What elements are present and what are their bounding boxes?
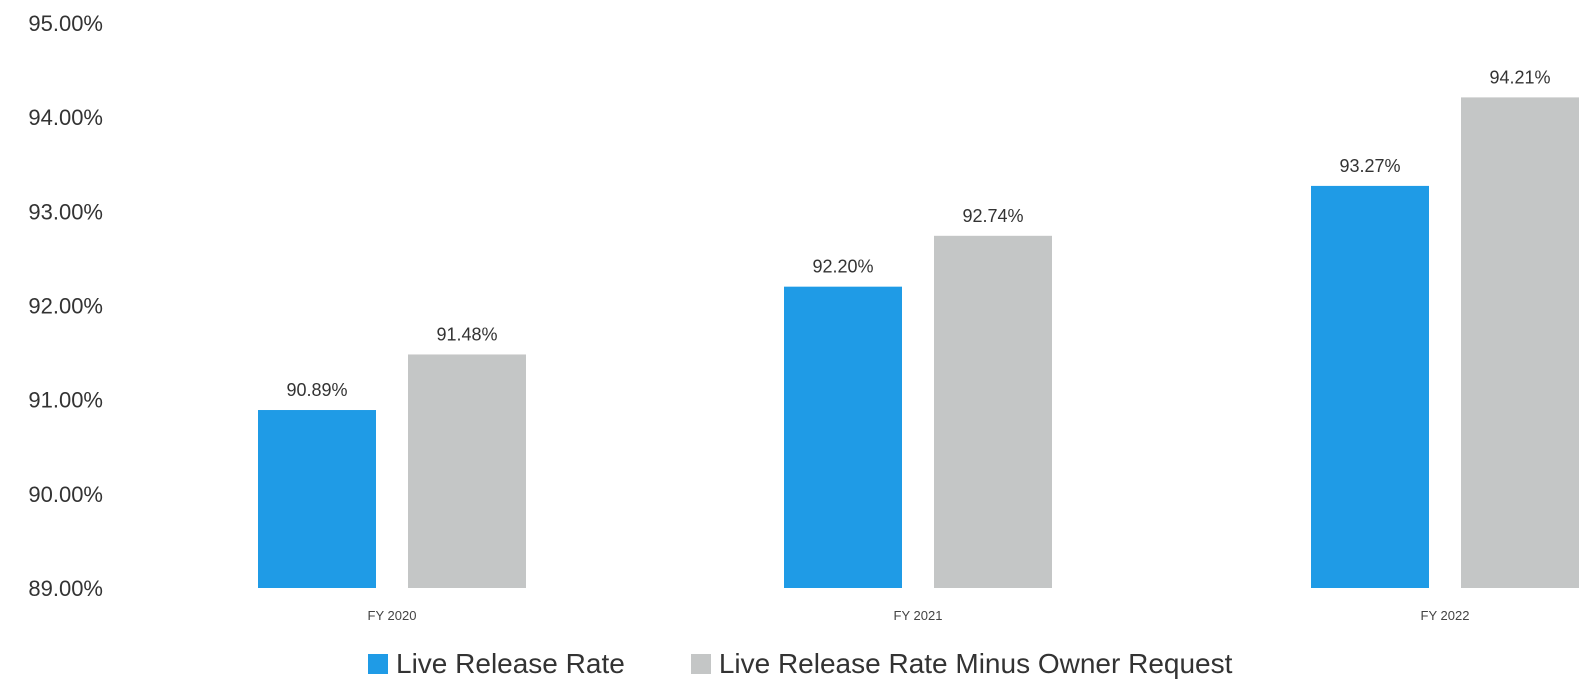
data-label: 92.20% — [812, 257, 873, 277]
legend-item-minus-owner-request: Live Release Rate Minus Owner Request — [690, 648, 1233, 680]
y-tick-label: 89.00% — [28, 576, 103, 601]
data-label: 94.21% — [1489, 67, 1550, 87]
y-tick-label: 95.00% — [28, 11, 103, 36]
data-labels-group: 90.89% 91.48% 92.20% 92.74% 93.27% 94.21% — [286, 67, 1550, 400]
bar — [408, 354, 526, 588]
y-tick-label: 91.00% — [28, 388, 103, 413]
bar — [258, 410, 376, 588]
legend-swatch-live-release-rate — [368, 654, 388, 674]
data-label: 93.27% — [1339, 156, 1400, 176]
legend-item-live-release-rate: Live Release Rate — [368, 648, 625, 680]
bar — [934, 235, 1052, 589]
bar — [1311, 185, 1429, 589]
data-label: 92.74% — [962, 206, 1023, 226]
y-tick-label: 94.00% — [28, 105, 103, 130]
legend-label-live-release-rate: Live Release Rate — [396, 648, 625, 679]
legend-label-minus-owner-request: Live Release Rate Minus Owner Request — [718, 648, 1233, 679]
legend: Live Release Rate Live Release Rate Minu… — [368, 648, 1298, 680]
bars-group — [258, 97, 1579, 589]
bar — [784, 286, 902, 588]
x-tick-label: FY 2022 — [1421, 608, 1470, 623]
data-label: 90.89% — [286, 380, 347, 400]
x-tick-label: FY 2021 — [894, 608, 943, 623]
legend-swatch-minus-owner-request — [690, 654, 711, 674]
x-axis: FY 2020 FY 2021 FY 2022 — [368, 608, 1470, 623]
y-tick-label: 90.00% — [28, 482, 103, 507]
bar — [1461, 97, 1579, 589]
x-tick-label: FY 2020 — [368, 608, 417, 623]
y-tick-label: 92.00% — [28, 294, 103, 319]
y-tick-label: 93.00% — [28, 199, 103, 224]
data-label: 91.48% — [436, 324, 497, 344]
y-axis: 89.00% 90.00% 91.00% 92.00% 93.00% 94.00% 95.0… — [28, 11, 103, 601]
